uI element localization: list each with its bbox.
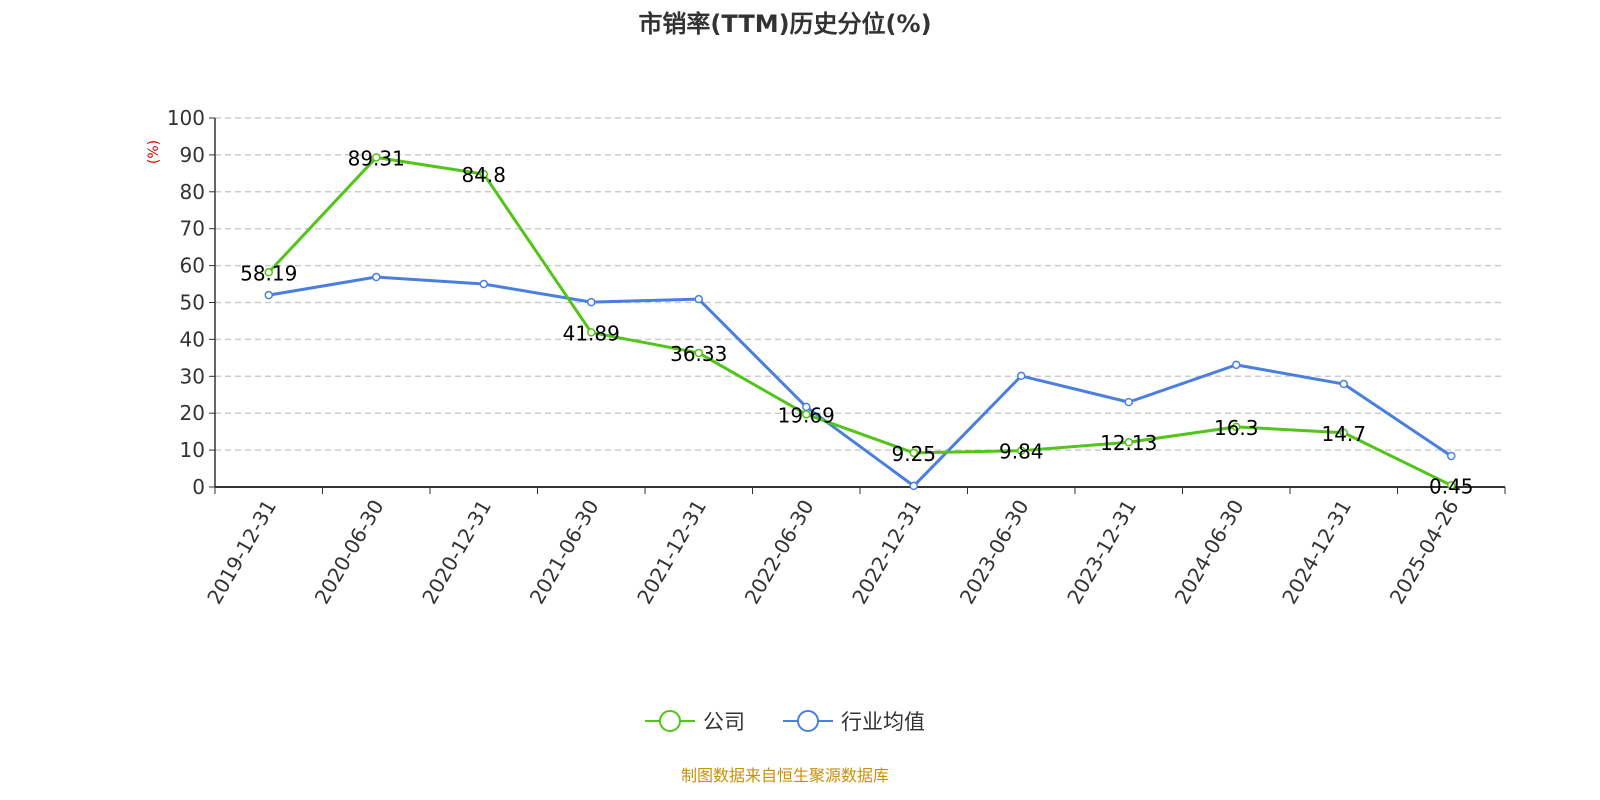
data-point [587, 297, 596, 307]
y-tick-label: 70 [180, 217, 205, 241]
data-point [1447, 451, 1456, 461]
legend-label: 行业均值 [841, 710, 925, 734]
data-point [587, 328, 596, 337]
data-point [1017, 446, 1026, 455]
y-tick-label: 20 [180, 401, 205, 425]
data-label: 0.45 [1429, 474, 1474, 498]
x-tick-label: 2022-12-31 [847, 496, 926, 609]
x-tick-label: 2025-04-26 [1385, 496, 1464, 609]
chart-title: 市销率(TTM)历史分位(%) [638, 10, 931, 38]
data-label: 12.13 [1100, 431, 1157, 455]
data-point [264, 290, 273, 300]
y-tick-label: 60 [180, 254, 205, 278]
data-point [1339, 428, 1348, 438]
data-point [1339, 379, 1348, 389]
y-tick-label: 0 [192, 475, 205, 499]
data-point [909, 481, 918, 491]
x-tick-label: 2020-06-30 [310, 496, 389, 609]
y-tick-label: 40 [180, 327, 205, 351]
y-axis-label: (%) [146, 140, 162, 164]
x-tick-label: 2024-06-30 [1170, 496, 1249, 609]
y-tick-label: 100 [167, 106, 205, 130]
x-tick-label: 2022-06-30 [740, 496, 819, 609]
x-tick-label: 2021-12-31 [632, 496, 711, 609]
data-label: 16.3 [1214, 416, 1259, 440]
data-label: 14.7 [1321, 422, 1366, 446]
data-point [909, 448, 918, 458]
data-point [694, 348, 703, 358]
data-point [1447, 481, 1456, 490]
data-label: 9.25 [891, 442, 936, 466]
y-tick-label: 30 [180, 364, 205, 388]
data-label: 58.19 [240, 261, 297, 285]
data-point [479, 279, 488, 289]
data-point [802, 410, 811, 419]
x-tick-label: 2024-12-31 [1277, 496, 1356, 609]
data-label: 89.31 [348, 146, 405, 170]
data-label: 84.8 [461, 163, 506, 187]
x-tick-label: 2019-12-31 [202, 496, 281, 609]
x-tick-label: 2023-06-30 [955, 496, 1034, 609]
data-point [694, 294, 703, 304]
y-tick-label: 90 [180, 143, 205, 167]
data-point [1017, 371, 1026, 381]
data-point [372, 153, 381, 162]
legend-marker [659, 710, 681, 732]
data-point [479, 169, 488, 179]
data-label: 9.84 [999, 440, 1044, 464]
legend-label: 公司 [703, 710, 745, 734]
data-label: 41.89 [563, 321, 620, 345]
source-footer: 制图数据来自恒生聚源数据库 [681, 766, 889, 785]
data-point [372, 272, 381, 282]
x-tick-label: 2020-12-31 [417, 496, 496, 609]
series-line [268, 275, 1453, 488]
data-label: 36.33 [670, 342, 727, 366]
x-tick-label: 2023-12-31 [1062, 496, 1141, 609]
series-line [267, 155, 1452, 487]
data-point [1124, 397, 1133, 407]
y-tick-label: 10 [180, 438, 205, 462]
x-tick-label: 2021-06-30 [525, 496, 604, 609]
y-tick-label: 50 [180, 291, 205, 315]
y-tick-label: 80 [180, 180, 205, 204]
data-point [1232, 422, 1241, 432]
data-point [1124, 437, 1133, 447]
data-point [264, 268, 273, 277]
data-point [1232, 360, 1241, 370]
data-label: 19.69 [778, 403, 835, 427]
legend-marker [797, 710, 819, 732]
